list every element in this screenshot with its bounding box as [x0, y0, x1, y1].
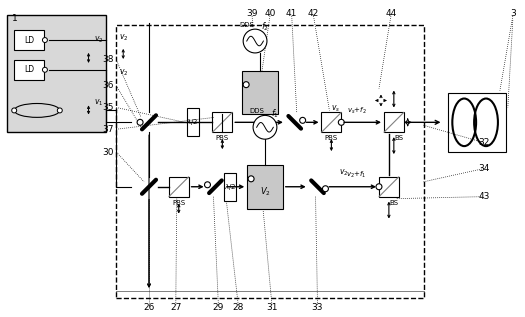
Text: $\lambda$/2: $\lambda$/2 [186, 117, 199, 127]
Text: 37: 37 [102, 125, 114, 134]
Text: $\lambda$/2: $\lambda$/2 [224, 182, 236, 192]
Circle shape [243, 82, 249, 87]
Text: PBS: PBS [325, 135, 338, 141]
Text: LD: LD [24, 36, 34, 45]
Circle shape [43, 38, 47, 42]
Circle shape [338, 119, 344, 125]
Text: PBS: PBS [172, 200, 185, 206]
Circle shape [57, 108, 62, 113]
FancyBboxPatch shape [384, 113, 404, 132]
Text: $f_1$: $f_1$ [271, 107, 279, 120]
Text: 42: 42 [308, 9, 319, 18]
Text: $v_s$: $v_s$ [331, 103, 340, 114]
Text: 32: 32 [478, 138, 490, 147]
Text: DDS: DDS [249, 108, 264, 114]
Circle shape [205, 182, 211, 188]
Text: 33: 33 [312, 303, 323, 312]
Text: $f_2$: $f_2$ [261, 21, 269, 33]
Text: 31: 31 [266, 303, 278, 312]
Text: $v_1$: $v_1$ [94, 97, 103, 108]
Text: 34: 34 [478, 165, 490, 173]
Text: DDS: DDS [239, 22, 254, 28]
Text: 26: 26 [143, 303, 155, 312]
FancyBboxPatch shape [448, 93, 506, 152]
Circle shape [300, 117, 306, 123]
Text: 43: 43 [478, 192, 490, 201]
Text: 38: 38 [102, 55, 114, 64]
FancyBboxPatch shape [242, 71, 278, 114]
Text: 39: 39 [246, 9, 258, 18]
FancyBboxPatch shape [187, 108, 198, 136]
FancyBboxPatch shape [213, 113, 232, 132]
Text: 41: 41 [286, 9, 298, 18]
Text: $v_s$+$f_2$: $v_s$+$f_2$ [347, 105, 367, 115]
FancyBboxPatch shape [321, 113, 341, 132]
Text: $V_2$: $V_2$ [259, 185, 270, 198]
Circle shape [322, 186, 329, 192]
Text: 40: 40 [264, 9, 276, 18]
Text: BS: BS [390, 200, 398, 206]
Text: 27: 27 [170, 303, 182, 312]
FancyBboxPatch shape [224, 173, 236, 201]
Text: PBS: PBS [216, 135, 229, 141]
Text: 36: 36 [102, 81, 114, 90]
Circle shape [43, 67, 47, 72]
Text: 29: 29 [213, 303, 224, 312]
Text: $v_2$: $v_2$ [119, 68, 128, 78]
Text: $v_2$: $v_2$ [94, 35, 103, 45]
Text: 3: 3 [510, 9, 516, 18]
FancyBboxPatch shape [7, 15, 107, 132]
Circle shape [243, 29, 267, 53]
FancyBboxPatch shape [379, 177, 399, 197]
Text: $v_2$: $v_2$ [119, 33, 128, 43]
FancyBboxPatch shape [14, 60, 44, 80]
Text: 35: 35 [102, 103, 114, 112]
Text: LD: LD [24, 65, 34, 74]
Circle shape [12, 108, 17, 113]
Text: 44: 44 [385, 9, 396, 18]
Text: BS: BS [394, 135, 403, 141]
FancyBboxPatch shape [247, 165, 283, 209]
Text: 28: 28 [233, 303, 244, 312]
FancyBboxPatch shape [169, 177, 188, 197]
FancyBboxPatch shape [14, 30, 44, 50]
Text: 1: 1 [12, 14, 18, 23]
Circle shape [248, 176, 254, 182]
Text: $v_2$: $v_2$ [339, 168, 348, 178]
Circle shape [137, 119, 143, 125]
Circle shape [253, 115, 277, 139]
Text: $v_2$+$f_1$: $v_2$+$f_1$ [346, 170, 366, 180]
Text: 30: 30 [102, 147, 114, 157]
Circle shape [376, 184, 382, 190]
